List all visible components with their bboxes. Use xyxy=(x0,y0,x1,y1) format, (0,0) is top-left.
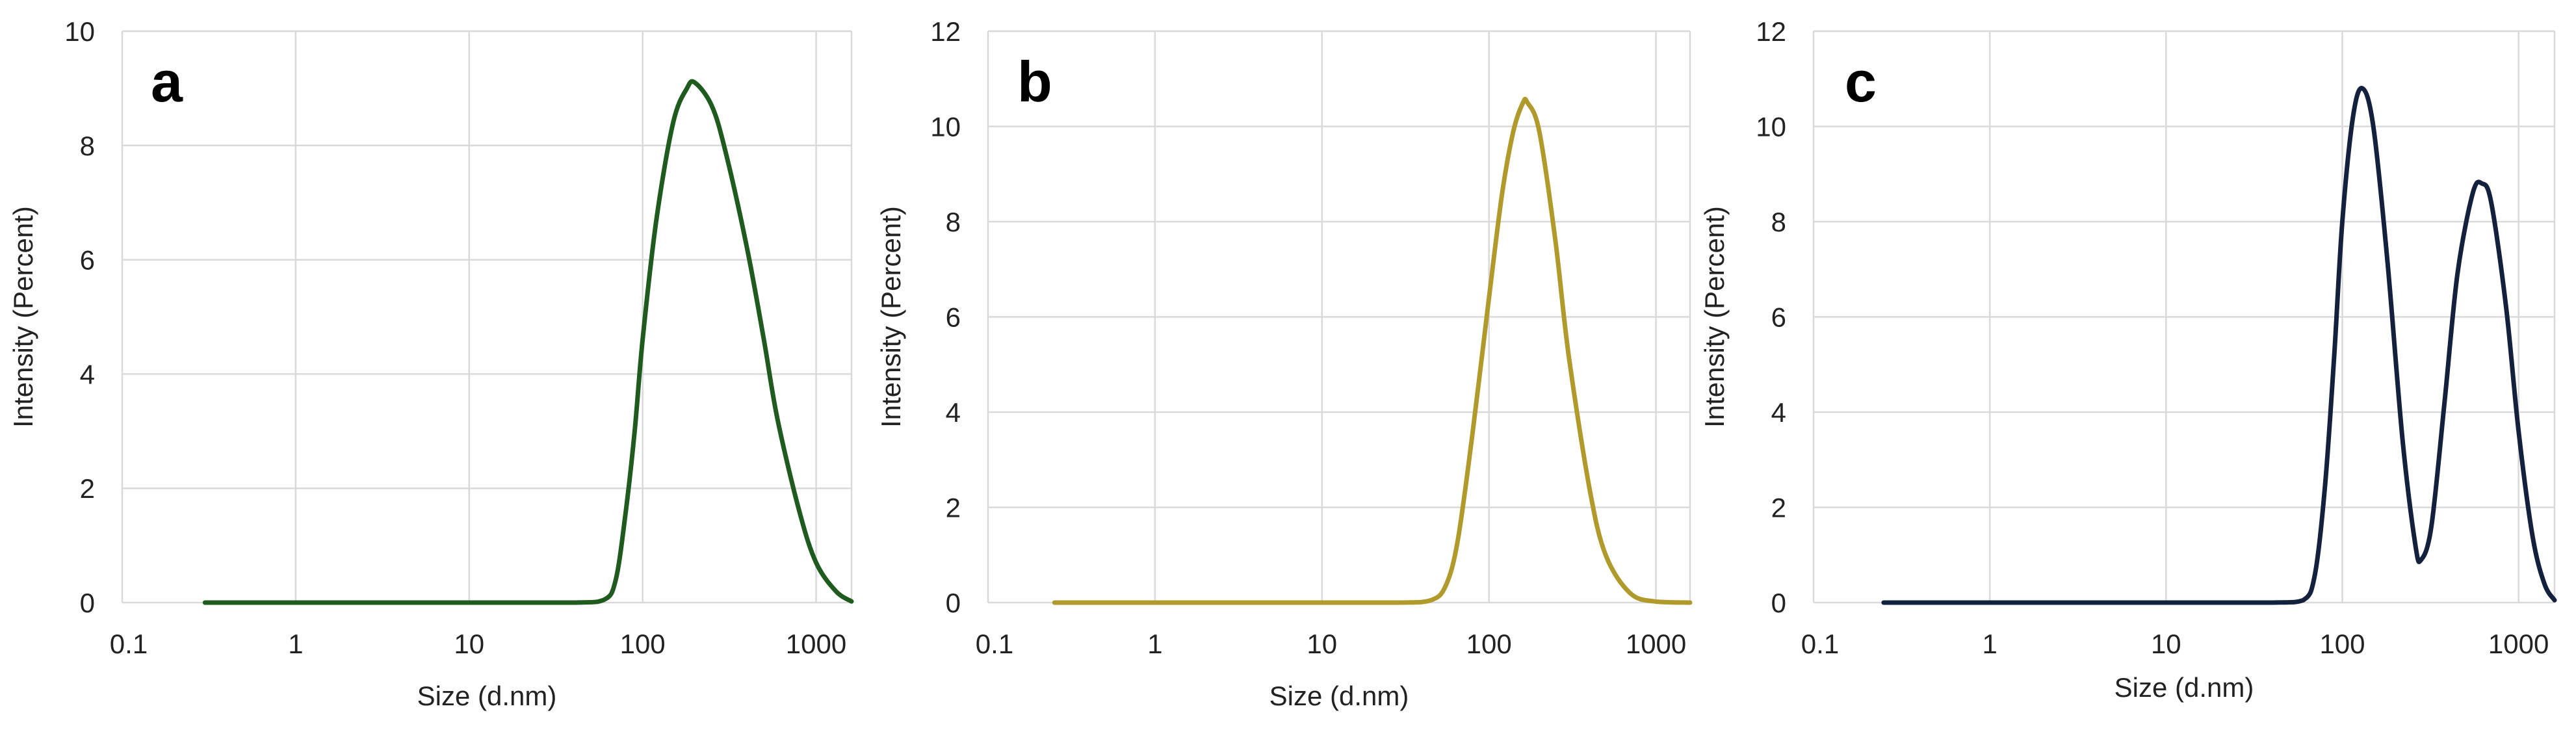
y-tick-label: 0 xyxy=(80,588,95,618)
y-tick-label: 6 xyxy=(80,245,95,276)
y-tick-label: 10 xyxy=(1756,112,1786,142)
y-tick-label: 12 xyxy=(930,16,961,47)
panel-label: c xyxy=(1845,49,1877,114)
x-tick-label: 1000 xyxy=(786,629,846,659)
y-tick-label: 6 xyxy=(1771,302,1786,333)
y-tick-label: 2 xyxy=(1771,493,1786,523)
x-tick-label: 100 xyxy=(2319,629,2365,659)
y-tick-label: 4 xyxy=(80,359,95,389)
chart-panel-c: 0 2 4 6 8 10 12 0.1 1 10 100 1000 Size (d.nm) Intensi… xyxy=(1699,16,2557,703)
y-tick-label: 2 xyxy=(80,473,95,504)
x-axis-title: Size (d.nm) xyxy=(1269,681,1409,711)
y-tick-label: 0 xyxy=(1771,588,1786,618)
y-tick-label: 2 xyxy=(946,493,961,523)
y-tick-label: 8 xyxy=(80,131,95,161)
x-tick-label: 1 xyxy=(288,629,303,659)
x-tick-label: 10 xyxy=(1307,629,1337,659)
x-tick-label: 0.1 xyxy=(110,629,148,659)
x-axis-title: Size (d.nm) xyxy=(2114,672,2254,703)
y-tick-label: 0 xyxy=(946,588,961,618)
y-tick-label: 6 xyxy=(946,302,961,333)
panel-label: a xyxy=(151,49,183,114)
x-tick-label: 1 xyxy=(1147,629,1162,659)
y-tick-label: 12 xyxy=(1756,16,1786,47)
x-tick-label: 100 xyxy=(1466,629,1512,659)
x-tick-label: 1 xyxy=(1982,629,1997,659)
y-tick-label: 10 xyxy=(64,16,95,47)
y-axis-title: Intensity (Percent) xyxy=(876,206,906,428)
chart-panel-a: 0 2 4 6 8 10 0.1 1 10 100 1000 Size (d.nm) Intensity… xyxy=(8,16,854,711)
y-tick-label: 4 xyxy=(946,397,961,428)
x-tick-label: 100 xyxy=(620,629,666,659)
x-tick-label: 0.1 xyxy=(976,629,1013,659)
series-line xyxy=(1881,86,2557,605)
y-tick-label: 8 xyxy=(1771,207,1786,237)
y-axis-title: Intensity (Percent) xyxy=(8,206,38,428)
series-line xyxy=(1052,96,1693,605)
y-tick-label: 8 xyxy=(946,207,961,237)
y-axis-title: Intensity (Percent) xyxy=(1699,206,1730,428)
panel-label: b xyxy=(1017,49,1052,114)
x-tick-label: 1000 xyxy=(1626,629,1686,659)
y-tick-label: 10 xyxy=(930,112,961,142)
x-tick-label: 10 xyxy=(2151,629,2181,659)
x-tick-label: 1000 xyxy=(2488,629,2549,659)
x-tick-label: 10 xyxy=(454,629,484,659)
x-axis-title: Size (d.nm) xyxy=(417,681,557,711)
y-tick-label: 4 xyxy=(1771,397,1786,428)
chart-panel-b: 0 2 4 6 8 10 12 0.1 1 10 100 1000 Size (d.nm) Intensi… xyxy=(876,16,1693,711)
x-tick-label: 0.1 xyxy=(1801,629,1839,659)
series-line xyxy=(202,79,854,605)
